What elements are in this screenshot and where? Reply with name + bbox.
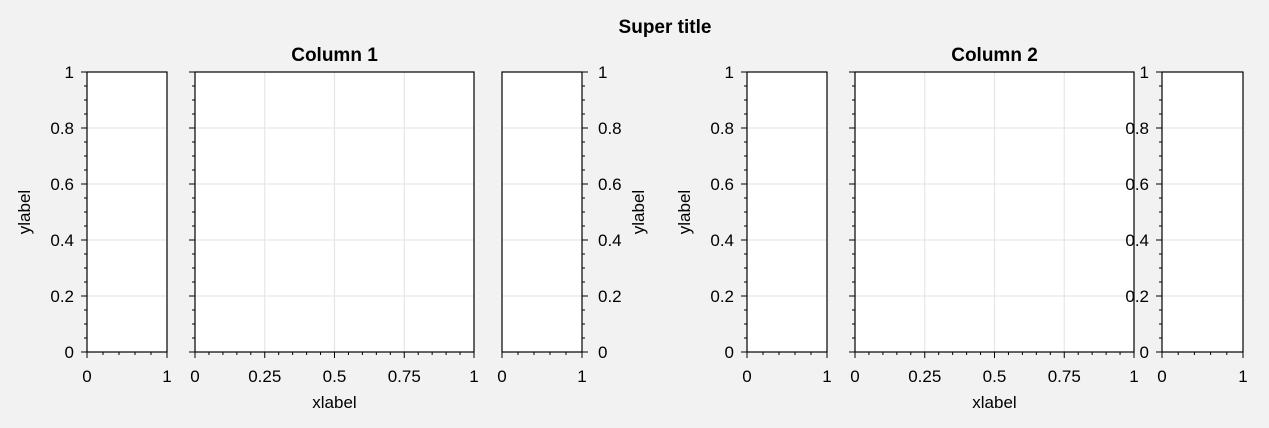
axes-face: [87, 72, 167, 352]
x-tick-label: 0: [82, 367, 91, 386]
y-tick-label: 1: [1140, 63, 1149, 82]
y-axis-label: ylabel: [15, 190, 34, 234]
y-tick-label: 0.6: [1125, 175, 1149, 194]
y-axis-label: ylabel: [629, 190, 648, 234]
x-tick-label: 1: [1238, 367, 1247, 386]
axes-face: [502, 72, 582, 352]
x-tick-label: 0: [850, 367, 859, 386]
x-tick-label: 0.25: [908, 367, 941, 386]
axes-face: [1162, 72, 1243, 352]
axes-title: Column 2: [951, 45, 1038, 66]
axes-col2-right: 0 100.20.40.60.81: [1125, 63, 1247, 386]
y-tick-label: 0: [1140, 343, 1149, 362]
x-tick-label: 0.75: [1048, 367, 1081, 386]
y-tick-label: 0.2: [598, 287, 622, 306]
y-tick-label: 0.2: [50, 287, 74, 306]
y-tick-label: 0: [65, 343, 74, 362]
x-tick-label: 1: [577, 367, 586, 386]
x-tick-label: 0: [497, 367, 506, 386]
y-tick-label: 0.8: [598, 119, 622, 138]
x-tick-label: 0.75: [388, 367, 421, 386]
x-tick-label: 1: [469, 367, 478, 386]
x-tick-label: 0.5: [983, 367, 1007, 386]
y-tick-label: 0: [725, 343, 734, 362]
axes-col2-left: 0 1 0 0.2 0.4 0.6 0.8 1 ylabel: [675, 63, 832, 386]
y-tick-label: 1: [598, 63, 607, 82]
y-tick-label: 0.2: [1125, 287, 1149, 306]
y-tick-label: 0.4: [598, 231, 622, 250]
x-tick-label: 1: [1129, 367, 1138, 386]
y-tick-label: 1: [725, 63, 734, 82]
x-tick-label: 0: [742, 367, 751, 386]
axes-col2-main: 0 0.25 0.5 0.75 1 Column 2 xlabel: [849, 45, 1139, 412]
x-tick-label: 0: [190, 367, 199, 386]
x-tick-label: 0.25: [248, 367, 281, 386]
y-tick-label: 0.8: [710, 119, 734, 138]
y-axis-label: ylabel: [675, 190, 694, 234]
axes-col1-left: 0 1 0 0.2 0.4 0.6 0.8 1 ylabel: [15, 63, 172, 386]
y-tick-label: 0.8: [50, 119, 74, 138]
y-tick-label: 0.4: [50, 231, 74, 250]
x-tick-label: 0: [1157, 367, 1166, 386]
y-tick-label: 0.6: [598, 175, 622, 194]
axes-title: Column 1: [291, 45, 378, 66]
y-tick-label: 0.8: [1125, 119, 1149, 138]
axes-face: [747, 72, 827, 352]
y-tick-label: 1: [65, 63, 74, 82]
x-tick-label: 0.5: [323, 367, 347, 386]
y-tick-label: 0.4: [710, 231, 734, 250]
y-tick-label: 0.6: [50, 175, 74, 194]
y-tick-label: 0.4: [1125, 231, 1149, 250]
x-axis-label: xlabel: [972, 393, 1016, 412]
x-tick-label: 1: [162, 367, 171, 386]
axes-col1-main: 0 0.25 0.5 0.75 1 Column 1 xlabel: [189, 45, 479, 412]
x-axis-label: xlabel: [312, 393, 356, 412]
suptitle: Super title: [619, 17, 712, 38]
y-tick-label: 0: [598, 343, 607, 362]
y-tick-label: 0.2: [710, 287, 734, 306]
y-tick-label: 0.6: [710, 175, 734, 194]
x-tick-label: 1: [822, 367, 831, 386]
